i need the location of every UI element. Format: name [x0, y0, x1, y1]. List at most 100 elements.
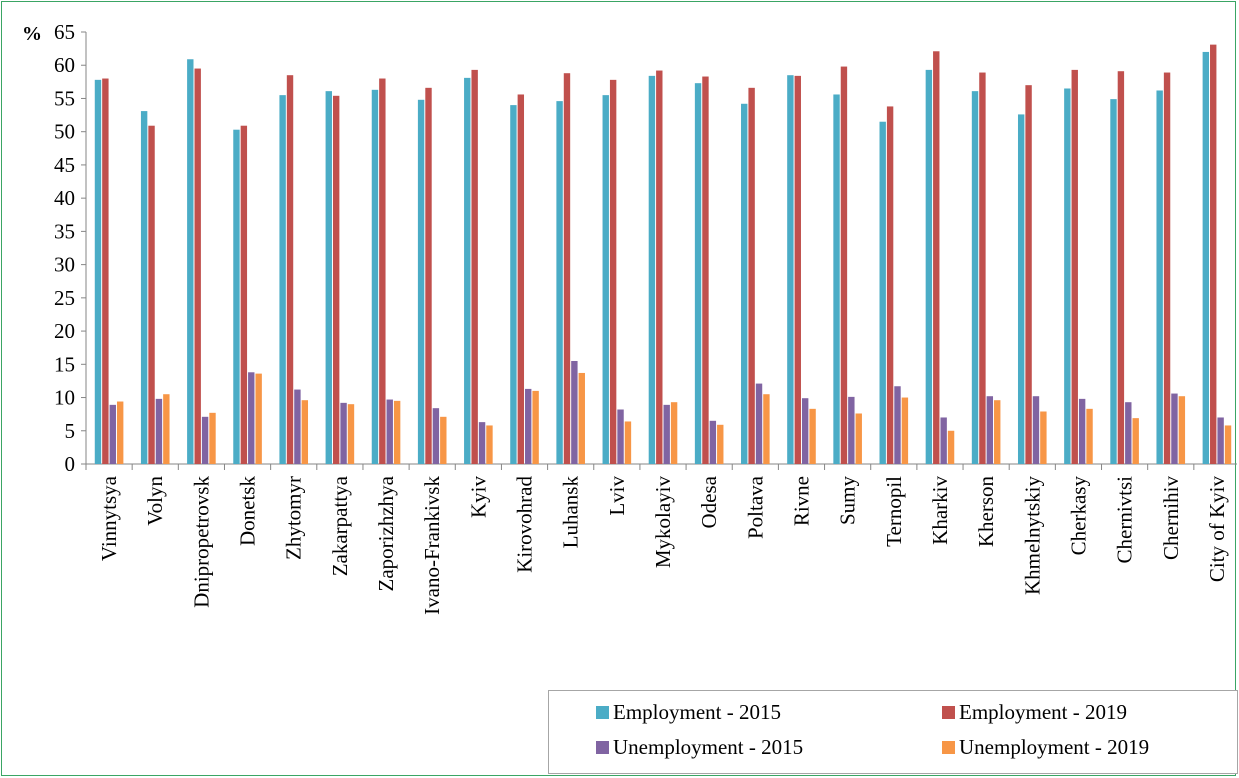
bar [1132, 418, 1139, 464]
legend: Employment - 2015 Employment - 2019 Unem… [548, 690, 1238, 774]
x-tick-label: Kharkiv [928, 476, 952, 545]
legend-swatch [942, 706, 955, 719]
bar [332, 95, 340, 465]
bar [925, 69, 933, 464]
bar [624, 421, 632, 464]
x-tick-label: Volyn [143, 476, 167, 526]
bar [109, 404, 116, 464]
x-tick-label: Kirovohrad [513, 476, 537, 573]
y-tick-label: 65 [54, 20, 75, 44]
bar [833, 94, 840, 464]
bar [1040, 411, 1047, 464]
x-tick-label: City of Kyiv [1205, 476, 1229, 583]
bar [663, 404, 670, 464]
bar [1064, 88, 1071, 464]
bar [371, 89, 379, 465]
bar [532, 390, 539, 464]
x-tick-label: Zhytomyr [282, 476, 306, 560]
x-tick-label: Dnipropetrovsk [189, 476, 213, 608]
bar [340, 402, 347, 464]
bar [840, 66, 848, 464]
x-tick-label: Kyiv [466, 476, 490, 519]
bar [464, 77, 471, 464]
bar [148, 125, 155, 465]
bar [748, 87, 755, 464]
bar [116, 401, 124, 464]
bar [855, 413, 862, 464]
bar [717, 424, 724, 464]
y-tick-label: 40 [54, 186, 75, 210]
bar [602, 95, 609, 464]
bar [294, 389, 301, 464]
bar [347, 404, 355, 464]
bar [794, 75, 801, 464]
bar [233, 129, 240, 464]
y-axis-label: % [22, 23, 42, 45]
x-tick-label: Ivano-Frankivsk [420, 476, 444, 615]
bar [1110, 99, 1117, 464]
bar [1210, 44, 1217, 465]
bar [556, 101, 563, 465]
bar [755, 383, 763, 464]
y-tick-label: 15 [54, 352, 75, 376]
bar [617, 409, 624, 464]
bar [240, 125, 248, 465]
bar [140, 111, 148, 464]
bar [670, 402, 678, 464]
bar [279, 95, 286, 464]
y-tick-label: 0 [65, 452, 76, 476]
bar [1156, 90, 1163, 465]
bar [1086, 408, 1093, 464]
x-tick-label: Chernihiv [1159, 476, 1183, 560]
bar [417, 99, 425, 464]
bar [194, 68, 201, 465]
bar [155, 398, 163, 464]
bar [1032, 396, 1040, 464]
bar [201, 416, 209, 464]
legend-item-unemployment-2019: Unemployment - 2019 [942, 735, 1149, 760]
y-tick-label: 45 [54, 153, 75, 177]
x-tick-label: Vinnytsya [97, 475, 121, 561]
bar [525, 388, 532, 464]
x-tick-label: Mykolayiv [651, 476, 675, 569]
legend-item-unemployment-2015: Unemployment - 2015 [596, 735, 803, 760]
bar [1117, 71, 1125, 464]
bar [879, 121, 886, 464]
bar [578, 372, 585, 464]
bar [571, 360, 578, 464]
y-tick-label: 50 [54, 120, 75, 144]
bar [1163, 72, 1171, 465]
x-tick-label: Zakarpattya [328, 475, 352, 576]
bar [848, 396, 855, 464]
bar [1178, 396, 1186, 464]
y-tick-label: 30 [54, 253, 75, 277]
bar [1071, 69, 1078, 464]
x-tick-label: Luhansk [559, 476, 583, 549]
bar [971, 91, 979, 465]
y-tick-label: 35 [54, 219, 75, 243]
bar [286, 75, 294, 464]
legend-label: Unemployment - 2019 [959, 735, 1150, 759]
bar [1025, 85, 1032, 465]
x-tick-label: Kherson [974, 476, 998, 548]
x-tick-label: Chernivtsi [1113, 476, 1137, 564]
legend-item-employment-2019: Employment - 2019 [942, 700, 1127, 725]
bar [947, 430, 955, 464]
bar [301, 400, 309, 464]
bar [187, 59, 194, 464]
bar [886, 106, 894, 464]
bar [1217, 417, 1224, 464]
bar [248, 372, 255, 464]
x-tick-label: Zaporizhzhya [374, 475, 398, 591]
y-tick-label: 60 [54, 53, 75, 77]
bar [709, 420, 717, 464]
bar [940, 417, 947, 464]
bar [1078, 398, 1086, 464]
bar [1125, 402, 1132, 464]
bar [510, 105, 517, 464]
labels: 0 5 10 15 20 25 30 35 40 45 50 55 60 65% Vinnytsya Voly… [22, 20, 1229, 615]
legend-item-employment-2015: Employment - 2015 [596, 700, 781, 725]
bar [979, 72, 986, 465]
